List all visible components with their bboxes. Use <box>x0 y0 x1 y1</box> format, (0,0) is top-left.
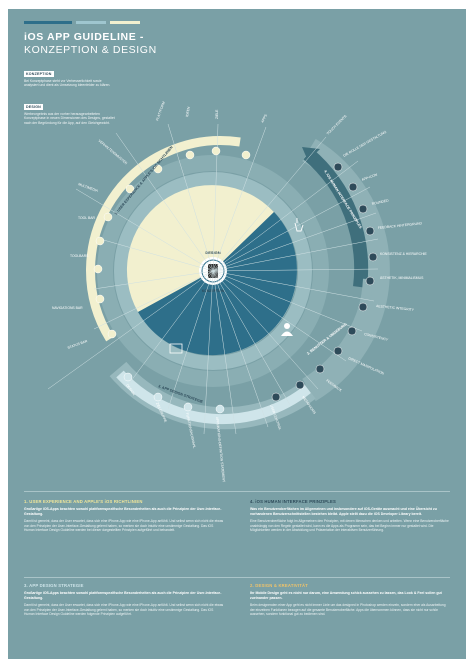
design-tag: DESIGN <box>24 104 43 110</box>
section-ux-heading: 1. USER EXPERIENCE AND APPLE'S iOS RICHT… <box>24 499 143 504</box>
label-bottom-5: DESIGN <box>125 383 136 396</box>
stripe-3 <box>110 21 140 24</box>
label-right-3: APP-ICON <box>361 172 378 182</box>
section-strategy-lead: Großartige iOS-Apps beachten sowohl plat… <box>24 591 222 600</box>
strategy-arc <box>116 370 312 425</box>
concept-diagram: DESIGN KONZEPTION <box>47 101 427 483</box>
poster: iOS APP GUIDELINE - KONZEPTION & DESIGN … <box>8 9 466 659</box>
section-design-body: Beim designenden einer App geht es nicht… <box>250 603 446 617</box>
label-top-3: ZIELE <box>215 109 219 119</box>
section-hig-body: Eine Benutzeroberfläche folgt im Allgeme… <box>250 519 449 533</box>
hig-node-dots <box>271 162 378 402</box>
konzeption-tag: KONZEPTION <box>24 71 54 77</box>
person-icon-body <box>281 331 293 336</box>
label-left-2: MULTIMEDIA <box>78 182 99 193</box>
stripe-1 <box>24 21 72 24</box>
section-strategy-heading: 3. APP DESIGN STRATEGIE <box>24 583 84 588</box>
label-right-1: TOUCH EVENTS <box>326 114 348 136</box>
mid-ring-inner <box>114 172 312 370</box>
design-text: Werbeorgebnis aus der vorher herausgearb… <box>24 112 115 125</box>
ux-arc <box>86 136 241 342</box>
presentation-icon <box>169 343 183 354</box>
hig-arrow <box>302 147 320 161</box>
label-top-1: PLATTFORM <box>155 101 166 122</box>
label-right-9: CONSISTENCY <box>364 332 389 342</box>
label-right-7: ÄSTHETIK, MINIMALISMUS <box>380 276 424 280</box>
center-design-label: DESIGN <box>205 250 220 255</box>
section-ux: 1. USER EXPERIENCE AND APPLE'S iOS RICHT… <box>24 499 224 533</box>
label-left-6: STATUS BAR <box>67 339 88 350</box>
node-dots <box>93 146 251 339</box>
design-arc <box>305 278 373 394</box>
section-design-heading: 2. DESIGN & KREATIVITÄT <box>250 583 309 588</box>
person-icon <box>284 323 290 329</box>
section-divider-top <box>24 491 450 492</box>
label-right-4: ROUNDED <box>371 198 389 206</box>
section-strategy-body: Damit ist gemeint, dass der User erwarte… <box>24 603 224 617</box>
label-left-1: VERHALTENSMUSTER <box>97 139 128 166</box>
label-left-4: TOOLBARS <box>70 254 89 258</box>
pie-design <box>126 185 275 312</box>
section-hig-lead: Was ein Benutzeroberflächen im Allgemein… <box>250 507 437 516</box>
label-right-5: FEEDBACK HINTERGRUND <box>378 221 423 230</box>
section-strategy: 3. APP DESIGN STRATEGIE Großartige iOS-A… <box>24 583 224 617</box>
section-hig-heading: 4. iOS HUMAN INTERFACE PRINZIPLES <box>250 499 336 504</box>
section-hig: 4. iOS HUMAN INTERFACE PRINZIPLES Was ei… <box>250 499 450 533</box>
konzeption-text: Bei Konzeptphase steht vor Verbesserlich… <box>24 79 111 88</box>
label-top-2: IDEEN <box>185 106 191 117</box>
poster-title: iOS APP GUIDELINE - <box>24 31 144 43</box>
label-right-2: DIE ROLLE DER GESTALTUNG <box>343 130 388 158</box>
label-left-5: NAVIGATIONS BAR <box>52 306 83 310</box>
hig-arc <box>303 148 369 288</box>
section-ux-body: Damit ist gemeint, dass der User erwarte… <box>24 519 224 533</box>
stripe-2 <box>76 21 106 24</box>
section-design-lead: Ihr Mobile Design geht es nicht nur daru… <box>250 591 442 600</box>
hand-gesture-icon <box>294 218 304 232</box>
header-stripe <box>24 21 144 24</box>
label-bottom-2: APPLIKATIONS-DEFINITION STATEMENT <box>215 417 226 483</box>
label-right-6: KONSISTENZ & HIERARCHIE <box>380 252 427 256</box>
strategy-node-dots <box>123 372 225 414</box>
center-konzeption-label: KONZEPTION <box>202 289 225 293</box>
poster-subtitle: KONZEPTION & DESIGN <box>24 44 157 56</box>
section-design: 2. DESIGN & KREATIVITÄT Ihr Mobile Desig… <box>250 583 450 617</box>
spoke-lines <box>47 123 379 435</box>
section-ux-lead: Großartige iOS-Apps beachten sowohl plat… <box>24 507 222 516</box>
label-bottom-3: FUNKTIONSAUSWAHL <box>185 412 196 448</box>
label-right-8: AESTHETIC INTEGRITY <box>376 304 415 312</box>
mid-ring-outer <box>97 155 329 387</box>
section-divider-bottom <box>24 577 450 578</box>
label-top-4: APPS <box>260 113 268 124</box>
label-left-3: TOOL BAR <box>78 216 96 220</box>
